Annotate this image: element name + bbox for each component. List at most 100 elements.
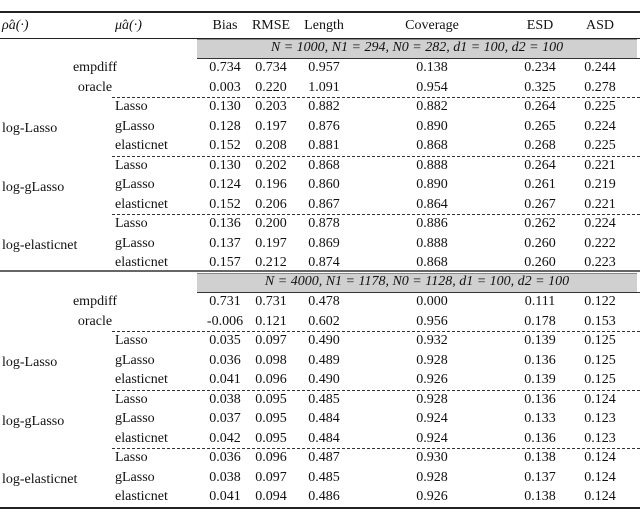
cell-value: 0.731 bbox=[255, 294, 287, 309]
column-header: Length bbox=[304, 18, 344, 33]
cell-value: 0.878 bbox=[308, 216, 340, 231]
cell-value: 0.264 bbox=[524, 99, 556, 114]
cell-value: 0.486 bbox=[308, 489, 340, 504]
cell-value: 0.153 bbox=[584, 313, 616, 329]
cell-value: 0.122 bbox=[584, 294, 616, 309]
cell-value: 0.096 bbox=[255, 450, 287, 465]
cell-value: 0.868 bbox=[308, 157, 340, 173]
group-label: log-elasticnet bbox=[2, 238, 78, 254]
cell-value: 0.876 bbox=[308, 118, 340, 134]
cell-value: 0.881 bbox=[308, 138, 340, 153]
cell-value: 0.956 bbox=[416, 313, 448, 329]
group-divider bbox=[112, 389, 640, 391]
method-label: gLasso bbox=[115, 235, 155, 251]
group-divider bbox=[112, 155, 640, 157]
method-label: gLasso bbox=[115, 469, 155, 485]
cell-value: 0.124 bbox=[584, 391, 616, 407]
column-header: ESD bbox=[526, 18, 554, 33]
cell-value: 0.868 bbox=[416, 138, 448, 153]
cell-value: 1.091 bbox=[308, 79, 340, 95]
cell-value: 0.867 bbox=[308, 196, 340, 212]
cell-value: 0.130 bbox=[209, 99, 241, 114]
cell-value: 0.926 bbox=[416, 372, 448, 387]
cell-value: 0.864 bbox=[416, 196, 448, 212]
cell-value: 0.225 bbox=[584, 99, 616, 114]
method-label: elasticnet bbox=[115, 138, 168, 153]
cell-value: 0.490 bbox=[308, 333, 340, 348]
group-label: log-elasticnet bbox=[2, 472, 78, 488]
column-header: Bias bbox=[212, 18, 238, 33]
setting-label: N = 4000, N1 = 1178, N0 = 1128, d1 = 100… bbox=[264, 274, 570, 289]
method-label: gLasso bbox=[115, 411, 155, 426]
cell-value: 0.924 bbox=[416, 430, 448, 446]
cell-value: 0.928 bbox=[416, 391, 448, 407]
cell-value: 0.000 bbox=[416, 294, 448, 309]
cell-value: 0.478 bbox=[308, 294, 340, 309]
cell-value: 0.602 bbox=[308, 313, 340, 329]
cell-value: 0.136 bbox=[524, 391, 556, 407]
cell-value: 0.882 bbox=[308, 99, 340, 114]
cell-value: 0.860 bbox=[308, 177, 340, 192]
cell-value: 0.157 bbox=[209, 255, 241, 270]
setting-rule bbox=[197, 58, 640, 59]
cell-value: 0.125 bbox=[584, 352, 616, 368]
cell-value: 0.130 bbox=[209, 157, 241, 173]
cell-value: 0.957 bbox=[308, 60, 340, 75]
cell-value: 0.869 bbox=[308, 235, 340, 251]
cell-value: 0.124 bbox=[584, 489, 616, 504]
cell-value: 0.152 bbox=[209, 196, 241, 212]
cell-value: 0.139 bbox=[524, 372, 556, 387]
top-rule bbox=[0, 11, 640, 13]
cell-value: 0.731 bbox=[209, 294, 241, 309]
method-label: gLasso bbox=[115, 352, 155, 368]
group-divider bbox=[112, 331, 640, 332]
baseline-label: empdiff bbox=[72, 60, 118, 75]
cell-value: 0.138 bbox=[524, 489, 556, 504]
cell-value: 0.262 bbox=[524, 216, 556, 231]
cell-value: 0.244 bbox=[584, 60, 616, 75]
bottom-rule bbox=[0, 507, 640, 509]
cell-value: 0.137 bbox=[209, 235, 241, 251]
cell-value: 0.484 bbox=[308, 411, 340, 426]
cell-value: 0.265 bbox=[524, 118, 556, 134]
cell-value: 0.223 bbox=[584, 255, 616, 270]
cell-value: 0.220 bbox=[255, 79, 287, 95]
cell-value: 0.197 bbox=[255, 118, 287, 134]
cell-value: 0.221 bbox=[584, 157, 616, 173]
cell-value: 0.225 bbox=[584, 138, 616, 153]
cell-value: 0.178 bbox=[524, 313, 556, 329]
method-label: Lasso bbox=[115, 450, 148, 465]
cell-value: 0.124 bbox=[584, 450, 616, 465]
method-label: elasticnet bbox=[115, 255, 168, 270]
cell-value: 0.097 bbox=[255, 469, 287, 485]
cell-value: 0.734 bbox=[255, 60, 287, 75]
cell-value: 0.196 bbox=[255, 177, 287, 192]
cell-value: 0.197 bbox=[255, 235, 287, 251]
cell-value: 0.268 bbox=[524, 138, 556, 153]
cell-value: 0.094 bbox=[255, 489, 287, 504]
cell-value: 0.489 bbox=[308, 352, 340, 368]
method-label: elasticnet bbox=[115, 196, 168, 212]
cell-value: 0.136 bbox=[524, 352, 556, 368]
panel-separator-rule bbox=[0, 270, 640, 272]
cell-value: 0.924 bbox=[416, 411, 448, 426]
cell-value: 0.097 bbox=[255, 333, 287, 348]
cell-value: 0.882 bbox=[416, 99, 448, 114]
group-divider bbox=[112, 214, 640, 215]
cell-value: 0.926 bbox=[416, 489, 448, 504]
group-label: log-gLasso bbox=[2, 413, 65, 429]
cell-value: 0.138 bbox=[524, 450, 556, 465]
column-header: RMSE bbox=[251, 18, 291, 33]
baseline-label: oracle bbox=[77, 79, 113, 95]
header-mu: μ̂a(·) bbox=[115, 18, 142, 33]
cell-value: 0.125 bbox=[584, 333, 616, 348]
group-label: log-Lasso bbox=[2, 355, 58, 371]
cell-value: 0.036 bbox=[209, 450, 241, 465]
cell-value: 0.035 bbox=[209, 333, 241, 348]
method-label: elasticnet bbox=[115, 372, 168, 387]
cell-value: 0.202 bbox=[255, 157, 287, 173]
method-label: Lasso bbox=[115, 333, 148, 348]
cell-value: 0.485 bbox=[308, 469, 340, 485]
cell-value: 0.278 bbox=[584, 79, 616, 95]
cell-value: 0.874 bbox=[308, 255, 340, 270]
